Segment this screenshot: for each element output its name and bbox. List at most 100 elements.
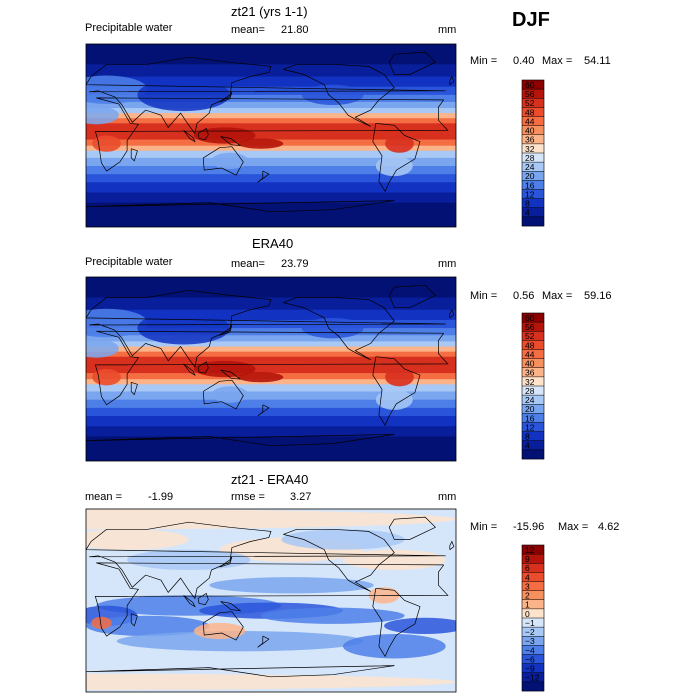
unit-label: mm bbox=[438, 258, 457, 270]
field-patch bbox=[193, 127, 256, 144]
field-band bbox=[86, 113, 456, 119]
field-band bbox=[86, 399, 456, 409]
coastline bbox=[388, 516, 436, 540]
field-patch bbox=[116, 631, 364, 652]
colorbar-swatch bbox=[522, 563, 544, 573]
mean-value: -1.99 bbox=[148, 491, 174, 503]
colorbar-swatch bbox=[522, 554, 544, 564]
colorbar-tick-label: 16 bbox=[525, 413, 535, 423]
colorbar-tick-label: −3 bbox=[525, 636, 535, 646]
colorbar-tick-label: 4 bbox=[525, 572, 530, 582]
field-patch bbox=[86, 75, 148, 104]
coastline bbox=[183, 363, 196, 376]
field-band bbox=[86, 436, 456, 461]
map-panel bbox=[85, 43, 457, 228]
coastline bbox=[130, 381, 138, 396]
colorbar-tick-label: 40 bbox=[525, 359, 535, 369]
field-patch bbox=[86, 106, 119, 125]
field-band bbox=[86, 174, 456, 183]
field-band bbox=[86, 166, 456, 175]
colorbar-tick-label: 4 bbox=[525, 441, 530, 451]
variable-label: Precipitable water bbox=[85, 256, 173, 268]
colorbar-swatch bbox=[522, 189, 544, 199]
field-patch bbox=[137, 78, 230, 112]
colorbar-tick-label: 32 bbox=[525, 377, 535, 387]
coastline bbox=[257, 404, 270, 417]
colorbar-swatch bbox=[522, 153, 544, 163]
field-band bbox=[86, 384, 456, 392]
colorbar-tick-label: −2 bbox=[525, 627, 535, 637]
coastline bbox=[86, 56, 446, 135]
colorbar-swatch bbox=[522, 358, 544, 369]
coastline bbox=[219, 556, 233, 568]
colorbar-swatch bbox=[522, 143, 544, 154]
colorbar-tick-label: 24 bbox=[525, 395, 535, 405]
colorbar-swatch bbox=[522, 180, 544, 190]
field-band bbox=[86, 335, 456, 342]
unit-label: mm bbox=[438, 491, 457, 503]
map-frame bbox=[85, 508, 457, 693]
colorbar-swatch bbox=[522, 116, 544, 126]
colorbar-swatch bbox=[522, 581, 544, 591]
colorbar-tick-label: −1 bbox=[525, 618, 535, 628]
field-patch bbox=[86, 673, 456, 690]
rmse-label: rmse = bbox=[231, 491, 265, 503]
field-band bbox=[86, 145, 456, 152]
panel-title: zt21 (yrs 1-1) bbox=[231, 4, 308, 19]
field-band bbox=[86, 44, 456, 65]
field-patch bbox=[375, 389, 413, 410]
colorbar-swatch bbox=[522, 590, 544, 601]
field-patch bbox=[342, 634, 446, 659]
colorbar-swatch bbox=[522, 367, 544, 378]
field-patch bbox=[375, 155, 413, 177]
field-band bbox=[86, 108, 456, 114]
field-patch bbox=[127, 549, 251, 570]
field-band bbox=[86, 426, 456, 437]
coastline bbox=[257, 170, 270, 183]
coastline bbox=[388, 284, 436, 309]
coastline bbox=[130, 613, 138, 627]
variable-label: Precipitable water bbox=[85, 22, 173, 34]
field-patch bbox=[137, 311, 230, 345]
colorbar-swatch bbox=[522, 198, 544, 209]
colorbar-tick-label: 56 bbox=[525, 322, 535, 332]
colorbar-tick-label: 28 bbox=[525, 386, 535, 396]
min-label: Min = bbox=[470, 290, 498, 302]
field-band bbox=[86, 341, 456, 348]
colorbar-tick-label: 1 bbox=[525, 600, 530, 610]
colorbar-swatch bbox=[522, 349, 544, 359]
colorbar-swatch bbox=[522, 386, 544, 396]
coastline bbox=[86, 289, 446, 368]
coastline bbox=[449, 540, 455, 550]
colorbar-swatch bbox=[522, 313, 544, 323]
coastline bbox=[283, 297, 395, 361]
field-band bbox=[86, 182, 456, 193]
colorbar-swatch bbox=[522, 618, 544, 628]
colorbar-swatch bbox=[522, 440, 544, 451]
coastline bbox=[94, 330, 449, 406]
colorbar-swatch bbox=[522, 636, 544, 646]
colorbar-swatch bbox=[522, 207, 544, 218]
colorbar-swatch bbox=[522, 413, 544, 423]
colorbar-tick-label: 8 bbox=[525, 199, 530, 209]
field-band bbox=[86, 64, 456, 78]
max-label: Max = bbox=[558, 521, 589, 533]
colorbar-swatch bbox=[522, 376, 544, 387]
min-value: 0.56 bbox=[513, 290, 535, 302]
colorbar-swatch bbox=[522, 331, 544, 341]
colorbar-tick-label: 20 bbox=[525, 404, 535, 414]
field-band bbox=[86, 123, 456, 141]
field-patch bbox=[301, 317, 364, 339]
field-patch bbox=[384, 617, 456, 635]
field-patch bbox=[209, 577, 374, 594]
coastline bbox=[197, 592, 209, 605]
coastline bbox=[86, 521, 446, 600]
field-band bbox=[86, 192, 456, 204]
colorbar-tick-label: 8 bbox=[525, 432, 530, 442]
coastline bbox=[202, 379, 244, 410]
field-band bbox=[86, 101, 456, 109]
colorbar-swatch bbox=[522, 134, 544, 145]
mean-value: 23.79 bbox=[281, 258, 309, 270]
coastline bbox=[257, 635, 270, 648]
